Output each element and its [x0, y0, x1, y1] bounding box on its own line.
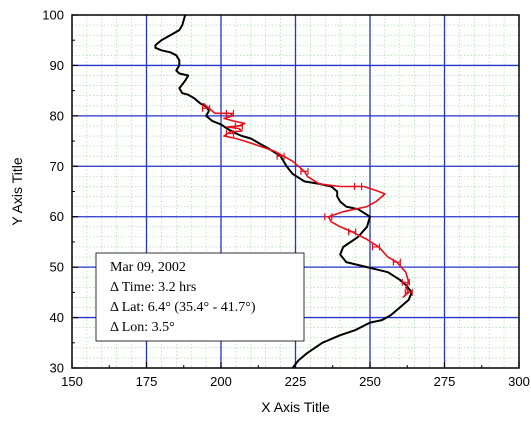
x-tick-labels: 150 175 200 225 250 275 300 — [61, 374, 530, 389]
annotation-line: Δ Lat: 6.4° (35.4° - 41.7°) — [110, 300, 256, 315]
x-tick-label: 150 — [61, 374, 83, 389]
y-tick-label: 90 — [50, 58, 64, 73]
series-line-1 — [154, 14, 413, 369]
x-tick-label: 225 — [285, 374, 307, 389]
y-tick-labels: 30 40 50 60 70 80 90 100 — [42, 8, 64, 376]
x-axis-title: X Axis Title — [261, 399, 330, 415]
x-tick-label: 200 — [210, 374, 232, 389]
annotation-line: Mar 09, 2002 — [110, 260, 186, 275]
y-tick-label: 30 — [50, 361, 64, 376]
annotation-line: Δ Time: 3.2 hrs — [110, 280, 196, 295]
y-axis-title: Y Axis Title — [9, 157, 25, 225]
series-line-2 — [202, 102, 410, 299]
y-tick-label: 70 — [50, 159, 64, 174]
legend-background — [95, 252, 305, 342]
x-tick-label: 275 — [434, 374, 456, 389]
y-tick-label: 100 — [42, 8, 64, 23]
legend-box: Mar 09, 2002 Δ Time: 3.2 hrs Δ Lat: 6.4° (… — [95, 252, 305, 342]
series-layer — [154, 14, 413, 369]
y-tick-label: 60 — [50, 209, 64, 224]
y-tick-label: 50 — [50, 260, 64, 275]
y-tick-label: 80 — [50, 108, 64, 123]
x-tick-label: 175 — [136, 374, 158, 389]
annotation-line: Δ Lon: 3.5° — [110, 320, 175, 335]
x-tick-label: 300 — [508, 374, 530, 389]
y-tick-label: 40 — [50, 310, 64, 325]
axis-ticks — [71, 14, 520, 369]
x-tick-label: 250 — [359, 374, 381, 389]
